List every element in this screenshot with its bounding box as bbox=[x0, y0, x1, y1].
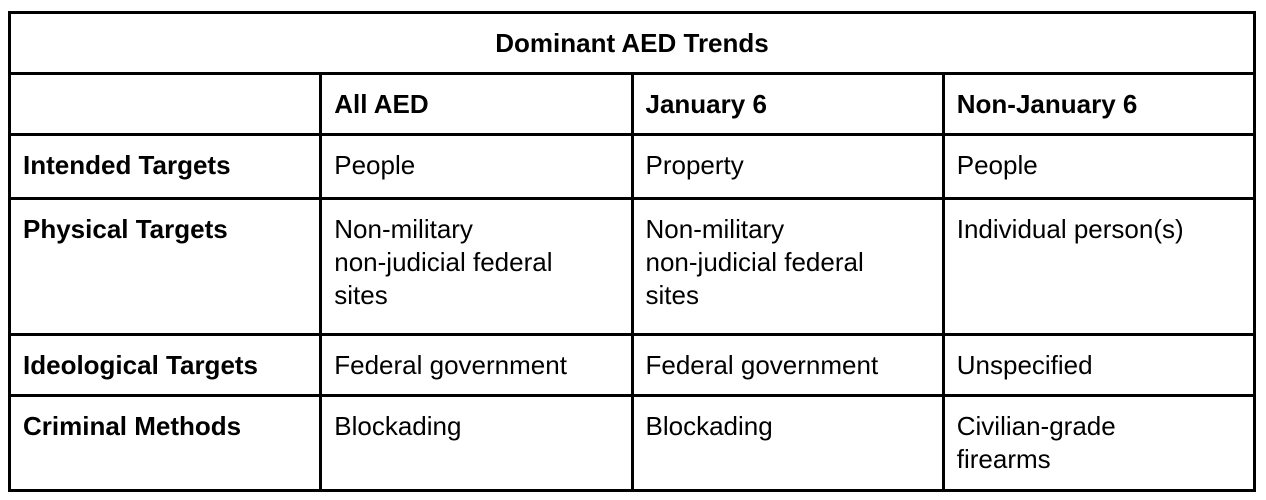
aed-trends-table: Dominant AED Trends All AED January 6 No… bbox=[7, 11, 1257, 492]
cell-intended-targets-all-aed: People bbox=[319, 133, 634, 200]
column-header-all-aed: All AED bbox=[319, 72, 634, 136]
table-row-physical-targets: Physical Targets Non-military non-judici… bbox=[7, 197, 1257, 336]
column-header-non-january-6: Non-January 6 bbox=[941, 72, 1257, 136]
header-row: All AED January 6 Non-January 6 bbox=[7, 72, 1257, 136]
title-row: Dominant AED Trends bbox=[8, 11, 1256, 75]
cell-criminal-methods-january-6: Blockading bbox=[630, 394, 945, 492]
cell-criminal-methods-non-january-6: Civilian-grade firearms bbox=[941, 394, 1257, 492]
cell-physical-targets-all-aed: Non-military non-judicial federal sites bbox=[319, 197, 634, 336]
cell-physical-targets-non-january-6: Individual person(s) bbox=[941, 197, 1257, 336]
row-label-criminal-methods: Criminal Methods bbox=[7, 394, 323, 492]
cell-intended-targets-january-6: Property bbox=[630, 133, 945, 200]
row-label-physical-targets: Physical Targets bbox=[7, 197, 323, 336]
table-row-ideological-targets: Ideological Targets Federal government F… bbox=[7, 333, 1257, 397]
cell-ideological-targets-non-january-6: Unspecified bbox=[941, 333, 1257, 397]
table-title: Dominant AED Trends bbox=[8, 11, 1256, 75]
cell-ideological-targets-january-6: Federal government bbox=[630, 333, 945, 397]
column-header-january-6: January 6 bbox=[630, 72, 945, 136]
table-row-criminal-methods: Criminal Methods Blockading Blockading C… bbox=[7, 394, 1257, 492]
column-header-blank bbox=[7, 72, 323, 136]
row-label-intended-targets: Intended Targets bbox=[7, 133, 323, 200]
cell-criminal-methods-all-aed: Blockading bbox=[319, 394, 634, 492]
cell-physical-targets-january-6: Non-military non-judicial federal sites bbox=[630, 197, 945, 336]
cell-intended-targets-non-january-6: People bbox=[941, 133, 1257, 200]
row-label-ideological-targets: Ideological Targets bbox=[7, 333, 323, 397]
cell-ideological-targets-all-aed: Federal government bbox=[319, 333, 634, 397]
table-row-intended-targets: Intended Targets People Property People bbox=[7, 133, 1257, 200]
